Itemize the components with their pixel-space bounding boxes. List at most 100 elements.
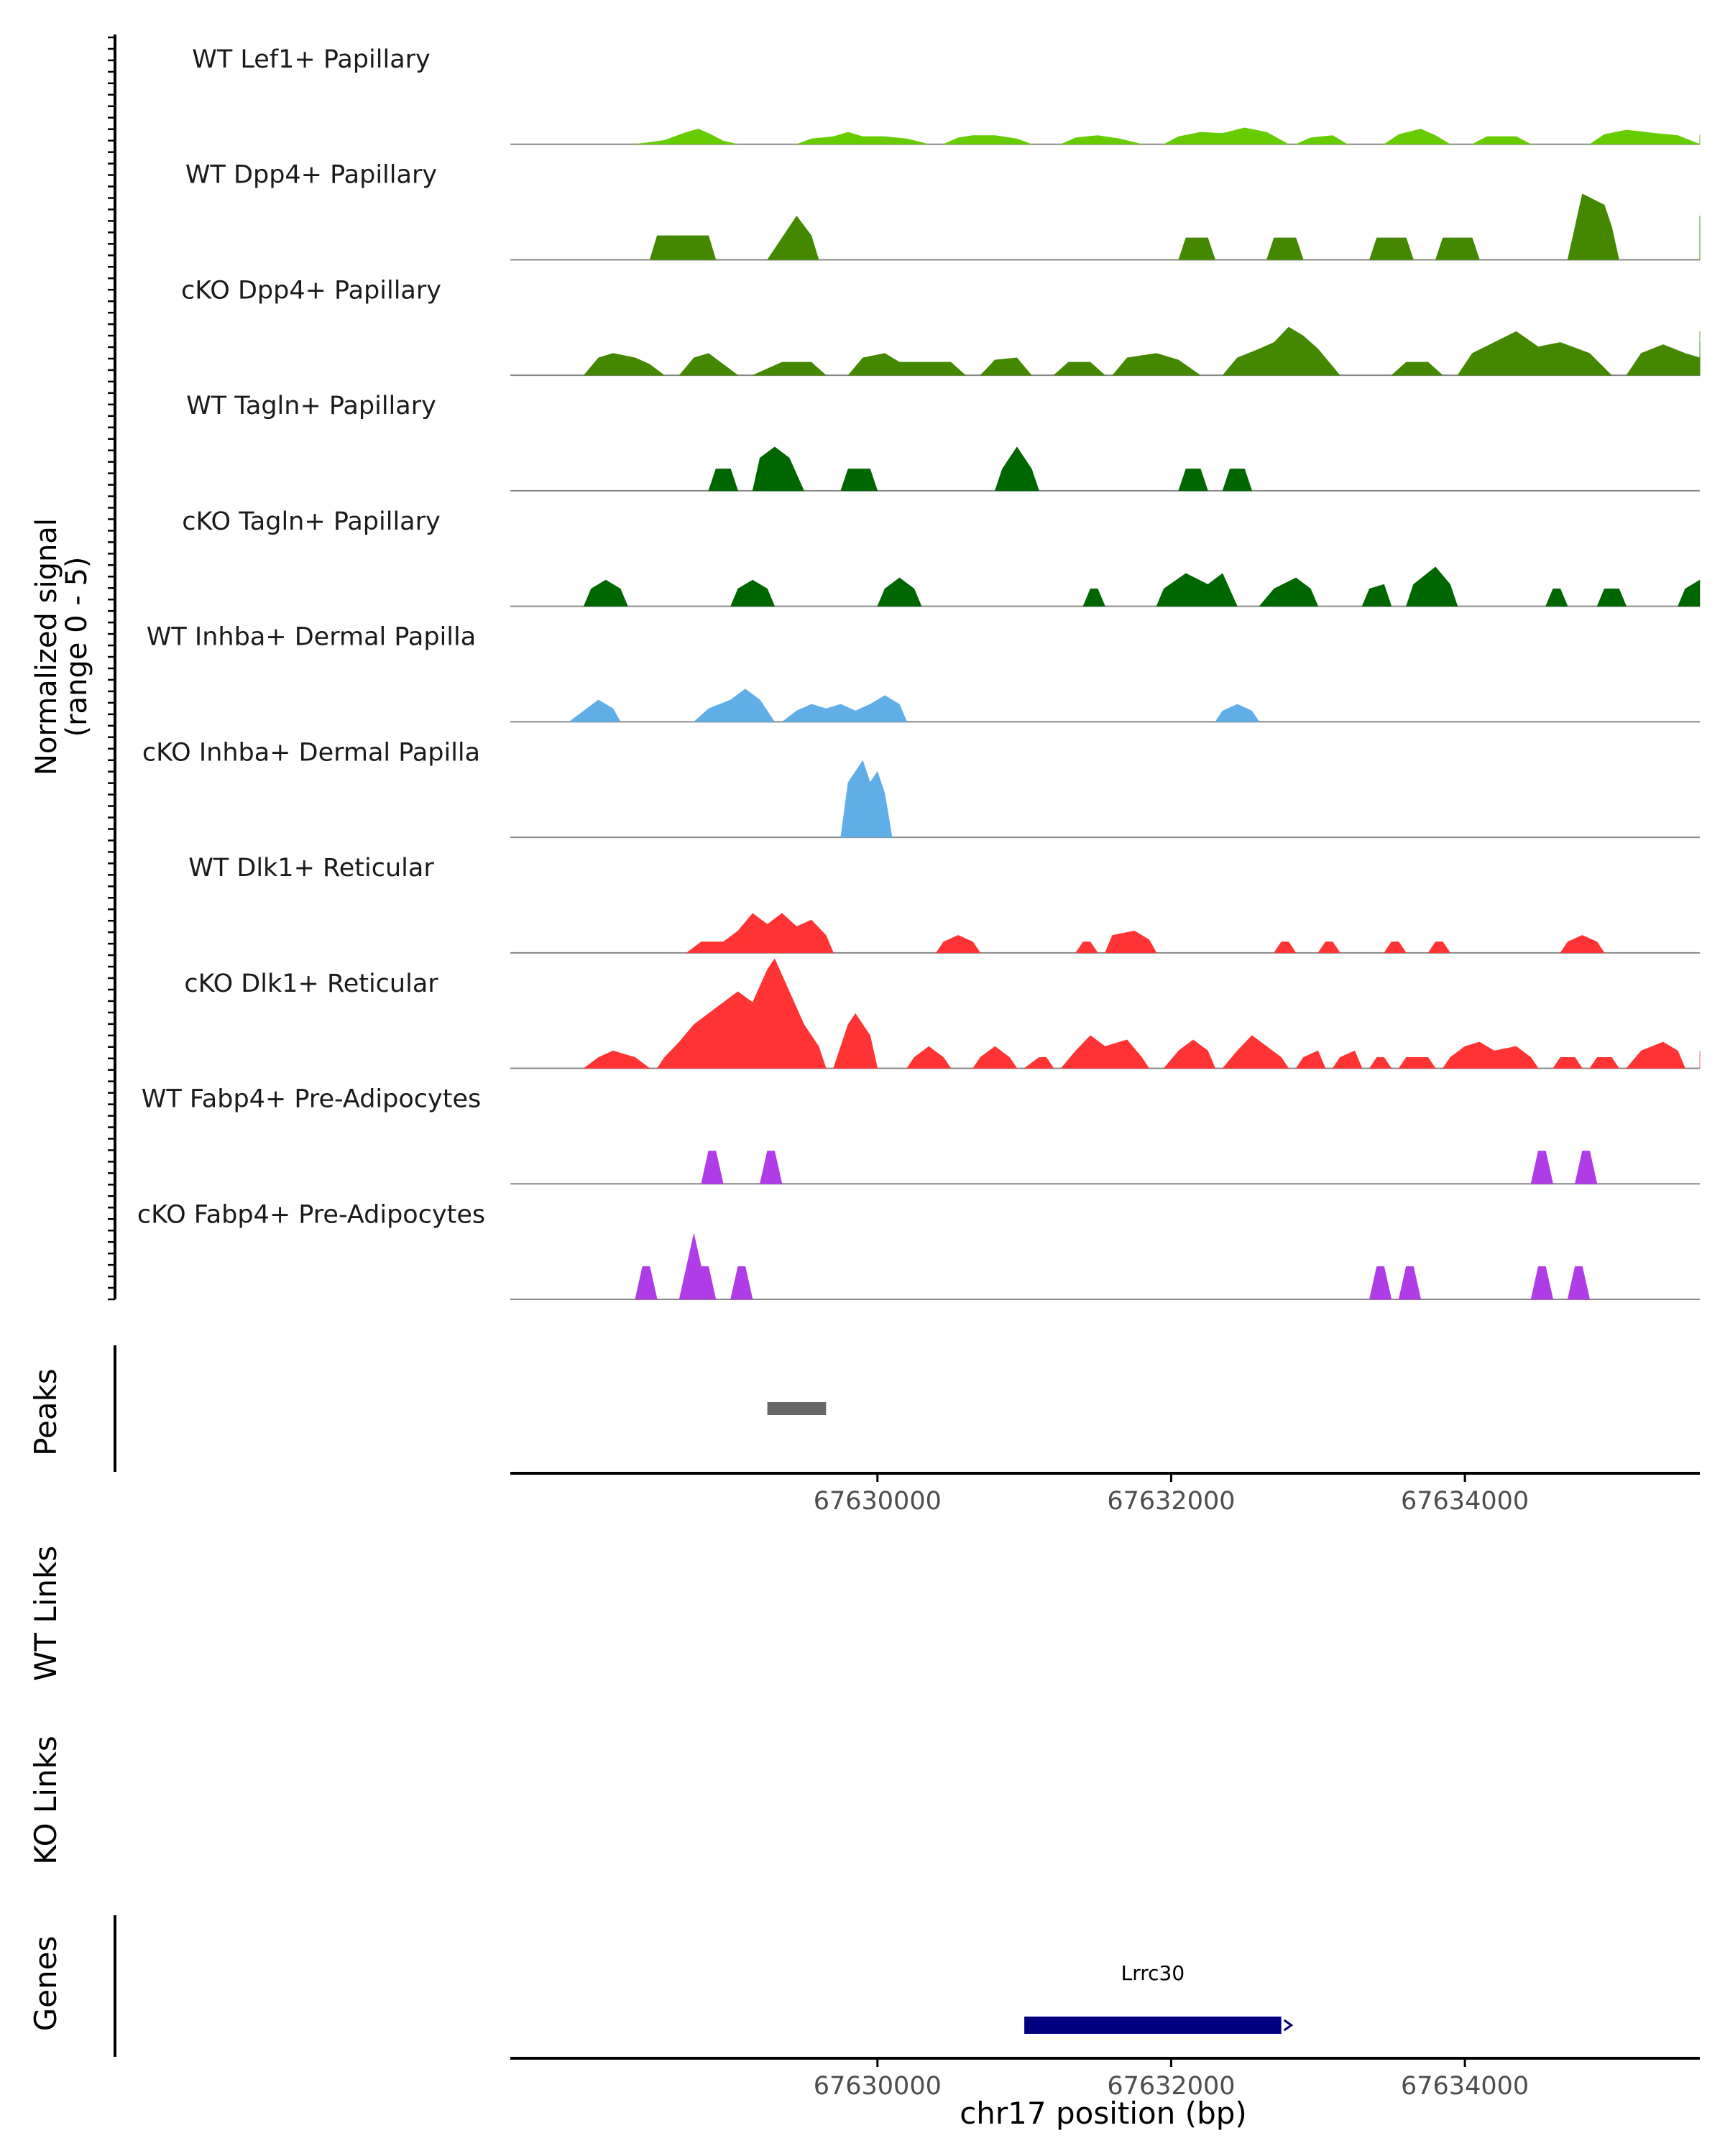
wt-links-panel-label: WT Links bbox=[28, 1546, 63, 1681]
coverage-track: cKO Dpp4+ Papillary bbox=[181, 276, 1701, 377]
signal-area bbox=[1266, 237, 1304, 260]
signal-area bbox=[693, 688, 776, 722]
signal-area bbox=[1368, 1057, 1392, 1069]
signal-area bbox=[1552, 1057, 1583, 1069]
x-tick-label: 67630000 bbox=[814, 1487, 942, 1516]
coverage-track: cKO Tagln+ Papillary bbox=[182, 507, 1701, 607]
signal-area bbox=[833, 1013, 878, 1069]
x-tick-label: 67632000 bbox=[1107, 2072, 1235, 2101]
ko-links-panel-label: KO Links bbox=[28, 1736, 63, 1865]
track-label: cKO Tagln+ Papillary bbox=[182, 507, 441, 536]
x-axis-title: chr17 position (bp) bbox=[960, 2096, 1247, 2131]
genes-panel-label: Genes bbox=[28, 1936, 63, 2032]
signal-area bbox=[847, 353, 967, 376]
signal-area bbox=[708, 469, 739, 492]
track-label: WT Dpp4+ Papillary bbox=[185, 161, 437, 190]
signal-area bbox=[1368, 237, 1414, 260]
x-tick-label: 67632000 bbox=[1107, 1487, 1235, 1516]
signal-area bbox=[1457, 331, 1613, 376]
signal-area bbox=[752, 446, 804, 492]
signal-area bbox=[1398, 1057, 1436, 1069]
track-label: cKO Dlk1+ Reticular bbox=[184, 969, 438, 998]
gene-strand-arrow bbox=[1283, 2019, 1294, 2032]
signal-area bbox=[1295, 135, 1348, 144]
signal-area bbox=[994, 446, 1039, 492]
coverage-track: cKO Fabp4+ Pre-Adipocytes bbox=[137, 1200, 1700, 1300]
signal-area bbox=[583, 1050, 650, 1069]
x-tick-label: 67630000 bbox=[814, 2072, 942, 2101]
signal-area bbox=[1295, 1050, 1326, 1069]
signal-area bbox=[635, 129, 738, 144]
peaks-panel-label: Peaks bbox=[28, 1368, 63, 1456]
signal-area bbox=[1574, 1151, 1598, 1184]
signal-area bbox=[1530, 1151, 1554, 1184]
signal-area bbox=[1406, 566, 1458, 607]
signal-area bbox=[936, 935, 981, 954]
signal-area bbox=[1061, 135, 1142, 144]
track-label: WT Tagln+ Papillary bbox=[186, 392, 436, 420]
signal-area bbox=[649, 235, 717, 260]
signal-area bbox=[1060, 1035, 1150, 1069]
signal-area bbox=[583, 579, 628, 607]
signal-area bbox=[1567, 1266, 1591, 1300]
signal-area bbox=[1678, 579, 1701, 607]
signal-area bbox=[635, 1266, 658, 1300]
signal-area bbox=[678, 353, 739, 376]
signal-area bbox=[1442, 1041, 1539, 1069]
signal-area bbox=[767, 215, 819, 260]
coverage-track: WT Tagln+ Papillary bbox=[186, 392, 1700, 492]
x-tick-label: 67634000 bbox=[1401, 2072, 1529, 2101]
signal-area bbox=[1398, 1266, 1422, 1300]
signal-area bbox=[1178, 469, 1208, 492]
signal-area bbox=[877, 577, 922, 607]
track-label: WT Lef1+ Papillary bbox=[192, 45, 431, 74]
signal-area bbox=[1361, 584, 1392, 607]
signal-area bbox=[1332, 1050, 1363, 1069]
signal-area bbox=[1427, 941, 1451, 954]
coverage-track: WT Dpp4+ Papillary bbox=[185, 161, 1701, 261]
signal-area bbox=[1222, 469, 1253, 492]
signal-area bbox=[1391, 361, 1444, 376]
signal-area bbox=[1163, 1039, 1216, 1069]
y-axis-title-line2: (range 0 - 5) bbox=[60, 557, 93, 737]
peak-bar bbox=[767, 1402, 827, 1415]
signal-area bbox=[1112, 353, 1202, 376]
signal-area bbox=[568, 699, 621, 722]
coverage-track: WT Lef1+ Papillary bbox=[192, 45, 1701, 145]
coverage-track: WT Fabp4+ Pre-Adipocytes bbox=[142, 1085, 1700, 1185]
track-label: cKO Dpp4+ Papillary bbox=[181, 276, 441, 305]
signal-area bbox=[840, 469, 878, 492]
signal-area bbox=[730, 1266, 753, 1300]
signal-area bbox=[1368, 1266, 1392, 1300]
signal-area bbox=[730, 579, 776, 607]
signal-area bbox=[1530, 1266, 1554, 1300]
track-label: cKO Fabp4+ Pre-Adipocytes bbox=[137, 1200, 485, 1229]
signal-area bbox=[1156, 573, 1238, 607]
signal-area bbox=[1560, 935, 1605, 954]
y-axis-title-line1: Normalized signal bbox=[30, 518, 63, 775]
coverage-track: WT Dlk1+ Reticular bbox=[188, 854, 1700, 954]
signal-area bbox=[1472, 136, 1532, 144]
signal-area bbox=[1626, 1041, 1685, 1069]
coverage-track: cKO Dlk1+ Reticular bbox=[184, 958, 1701, 1069]
signal-area bbox=[1589, 1057, 1620, 1069]
signal-area bbox=[972, 1046, 1018, 1069]
signal-area bbox=[583, 353, 666, 376]
signal-area bbox=[1053, 361, 1106, 376]
track-label: WT Fabp4+ Pre-Adipocytes bbox=[142, 1085, 481, 1114]
signal-area bbox=[1259, 577, 1319, 607]
signal-area bbox=[759, 1151, 783, 1184]
signal-area bbox=[1384, 941, 1407, 954]
signal-area bbox=[752, 361, 827, 376]
gene-label: Lrrc30 bbox=[1121, 1961, 1185, 1985]
signal-area bbox=[1082, 588, 1105, 607]
signal-area bbox=[1222, 326, 1340, 376]
signal-area bbox=[1215, 704, 1260, 722]
signal-area bbox=[1274, 941, 1297, 954]
signal-area bbox=[1075, 941, 1098, 954]
coverage-track: WT Inhba+ Dermal Papilla bbox=[147, 623, 1700, 723]
signal-area bbox=[943, 135, 1032, 144]
signal-area bbox=[796, 132, 929, 144]
signal-area bbox=[1105, 931, 1157, 954]
